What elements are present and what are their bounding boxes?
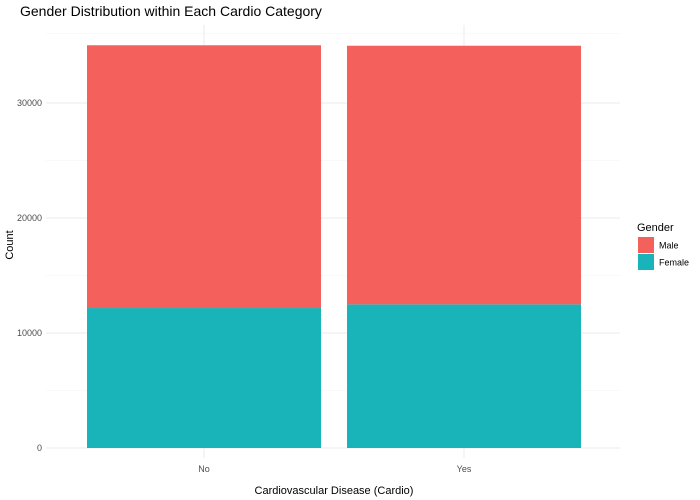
x-axis-title: Cardiovascular Disease (Cardio): [255, 485, 414, 497]
legend-title: Gender: [637, 222, 674, 234]
legend-label-female: Female: [659, 258, 689, 268]
bar-male-no: [87, 45, 321, 309]
x-tick-label: Yes: [457, 464, 472, 474]
x-tick-label: No: [198, 464, 210, 474]
bar-female-yes: [347, 304, 581, 448]
bar-female-no: [87, 308, 321, 448]
bars: [87, 45, 581, 448]
bar-male-yes: [347, 45, 581, 305]
legend-label-male: Male: [659, 241, 679, 251]
legend-swatch-male: [638, 237, 654, 253]
legend-swatch-female: [638, 254, 654, 270]
y-tick-label: 20000: [17, 213, 42, 223]
y-axis-title: Count: [4, 230, 16, 259]
y-tick-label: 30000: [17, 98, 42, 108]
y-tick-label: 10000: [17, 328, 42, 338]
y-tick-label: 0: [37, 443, 42, 453]
y-axis-ticks: 0 10000 20000 30000: [17, 98, 42, 453]
chart-title: Gender Distribution within Each Cardio C…: [20, 3, 322, 19]
x-axis-ticks: No Yes: [198, 464, 472, 474]
legend: Gender Male Female: [637, 222, 689, 270]
